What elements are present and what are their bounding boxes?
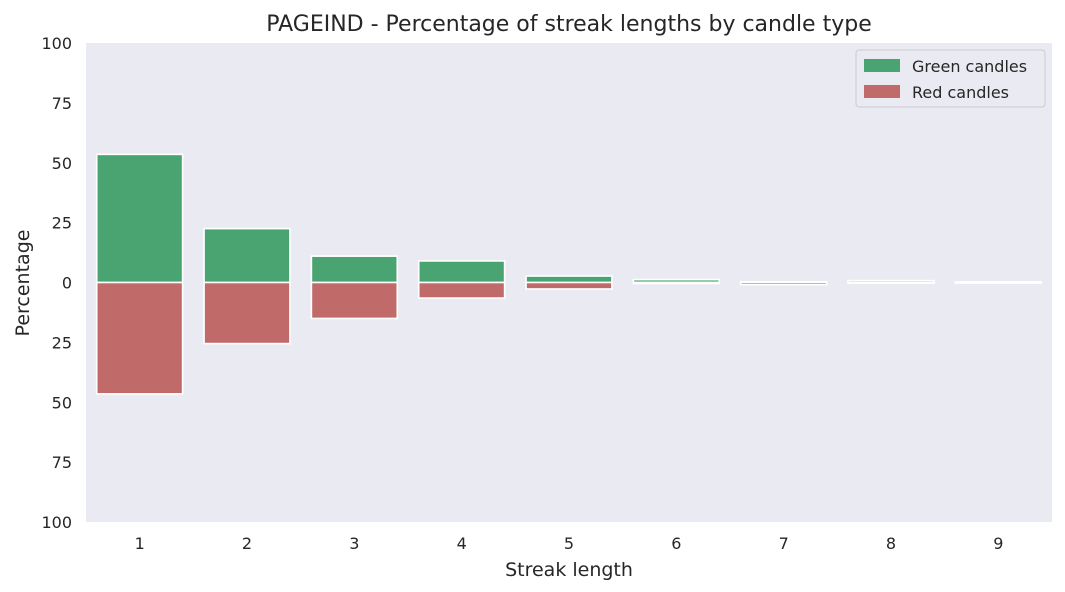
red-bar-6 <box>632 281 721 285</box>
x-tick-label: 4 <box>457 534 467 553</box>
y-tick-label: 100 <box>41 34 72 53</box>
red-bar-8 <box>847 281 935 284</box>
x-tick-label: 3 <box>349 534 359 553</box>
green-bar-3 <box>310 255 399 284</box>
red-bar-2 <box>203 281 291 345</box>
legend-label-red: Red candles <box>912 83 1009 102</box>
green-bar-2 <box>203 227 291 284</box>
x-tick-label: 1 <box>135 534 145 553</box>
y-tick-label: 0 <box>62 274 72 293</box>
red-bar-9 <box>954 281 1043 284</box>
green-bar-5 <box>525 275 613 284</box>
red-bar-1 <box>95 281 184 395</box>
green-bar-4 <box>417 260 506 284</box>
red-bar-3 <box>310 281 399 320</box>
x-tick-label: 7 <box>779 534 789 553</box>
y-tick-label: 25 <box>52 214 72 233</box>
y-tick-label: 100 <box>41 513 72 532</box>
x-tick-label: 9 <box>993 534 1003 553</box>
x-axis-label: Streak length <box>505 559 633 581</box>
x-tick-label: 6 <box>671 534 681 553</box>
y-tick-label: 50 <box>52 154 72 173</box>
y-tick-label: 50 <box>52 393 72 412</box>
y-axis-label: Percentage <box>12 230 34 337</box>
y-tick-label: 25 <box>52 333 72 352</box>
y-tick-label: 75 <box>52 94 72 113</box>
chart-title: PAGEIND - Percentage of streak lengths b… <box>266 12 871 37</box>
x-tick-label: 8 <box>886 534 896 553</box>
x-tick-label: 5 <box>564 534 574 553</box>
x-tick-label: 2 <box>242 534 252 553</box>
red-bar-4 <box>417 281 506 299</box>
green-bar-1 <box>95 153 184 284</box>
legend-frame <box>855 49 1046 108</box>
legend-label-green: Green candles <box>912 57 1027 76</box>
red-bar-7 <box>739 281 828 286</box>
red-bar-5 <box>525 281 613 290</box>
legend-swatch-green <box>864 59 900 72</box>
legend-swatch-red <box>864 85 900 98</box>
legend: Green candles Red candles <box>855 49 1046 108</box>
y-tick-label: 75 <box>52 453 72 472</box>
